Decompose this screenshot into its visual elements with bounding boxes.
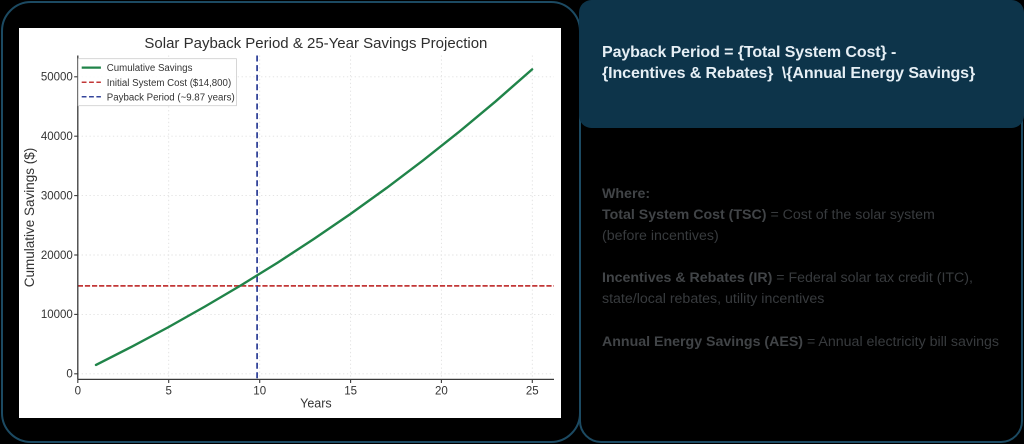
svg-text:0: 0 <box>75 386 81 398</box>
svg-text:25: 25 <box>526 386 539 398</box>
svg-text:10: 10 <box>253 386 266 398</box>
svg-text:Years: Years <box>300 397 332 411</box>
svg-text:20000: 20000 <box>41 250 73 262</box>
svg-text:Payback Period (~9.87 years): Payback Period (~9.87 years) <box>107 92 235 103</box>
svg-text:10000: 10000 <box>41 309 73 321</box>
svg-text:Cumulative Savings ($): Cumulative Savings ($) <box>22 148 37 288</box>
svg-text:0: 0 <box>66 369 72 381</box>
svg-text:40000: 40000 <box>41 131 73 143</box>
svg-text:Solar Payback Period & 25-Year: Solar Payback Period & 25-Year Savings P… <box>144 35 487 52</box>
svg-text:5: 5 <box>165 386 171 398</box>
svg-text:30000: 30000 <box>41 190 73 202</box>
svg-text:20: 20 <box>435 386 448 398</box>
svg-text:Cumulative Savings: Cumulative Savings <box>107 63 193 74</box>
svg-text:Initial System Cost ($14,800): Initial System Cost ($14,800) <box>107 78 231 89</box>
svg-text:15: 15 <box>344 386 357 398</box>
svg-text:50000: 50000 <box>41 72 73 84</box>
